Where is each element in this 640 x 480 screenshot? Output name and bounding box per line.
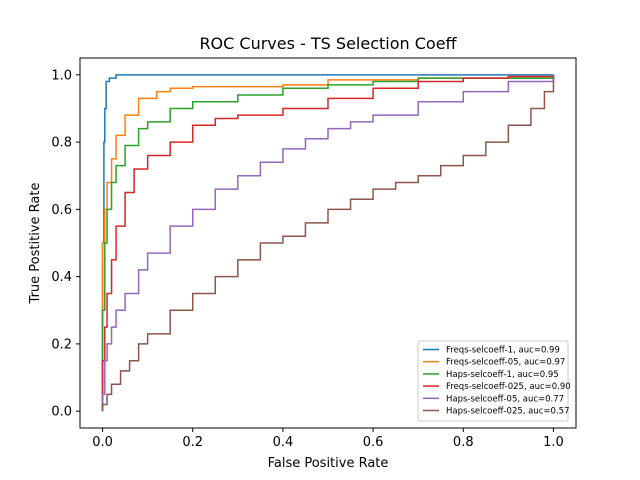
y-tick-label: 0.8 [51,136,72,151]
legend-box [417,340,569,422]
y-axis-ticks: 0.0 0.2 0.4 0.6 0.8 1.0 [51,68,80,420]
legend-label: Freqs-selcoeff-05, auc=0.97 [446,358,565,368]
legend-label: Haps-selcoeff-05, auc=0.77 [446,394,564,404]
roc-series-line-1 [101,74,555,412]
x-axis-ticks: 0.0 0.2 0.4 0.6 0.8 1.0 [92,428,564,450]
x-axis-label: False Positive Rate [268,456,389,471]
chart-title: ROC Curves - TS Selection Coeff [199,34,457,53]
legend-label: Freqs-selcoeff-025, auc=0.90 [446,382,571,392]
legend-label: Haps-selcoeff-025, auc=0.57 [446,407,569,417]
y-tick-label: 1.0 [51,68,72,83]
x-tick-label: 0.6 [363,435,384,450]
y-axis-label: True Postitive Rate [28,183,43,305]
y-tick-label: 0.6 [51,203,72,218]
legend-label: Haps-selcoeff-1, auc=0.95 [446,370,559,380]
x-tick-label: 0.2 [182,435,203,450]
roc-series-line-3 [101,74,555,412]
x-tick-label: 0.0 [92,435,113,450]
legend-label: Freqs-selcoeff-1, auc=0.99 [446,346,560,356]
x-tick-label: 0.4 [273,435,294,450]
y-tick-label: 0.4 [51,270,72,285]
x-tick-label: 0.8 [453,435,474,450]
roc-series-line-4 [101,74,555,412]
x-tick-label: 1.0 [543,435,564,450]
series-layer [101,74,555,412]
y-tick-label: 0.2 [51,337,72,352]
plot-frame [79,57,577,429]
legend: Freqs-selcoeff-1, auc=0.99 Freqs-selcoeff… [417,340,571,422]
roc-series-line-5 [101,74,555,412]
y-tick-label: 0.0 [51,405,72,420]
roc-series-line-0 [101,74,554,412]
roc-series-line-2 [101,74,555,412]
